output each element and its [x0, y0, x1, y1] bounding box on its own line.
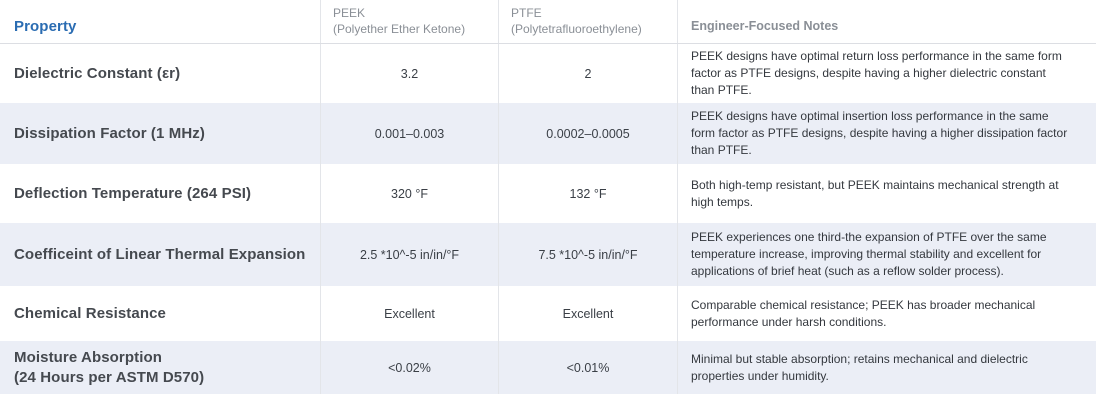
column-header-notes-label: Engineer-Focused Notes	[691, 18, 839, 33]
property-cell: Coefficeint of Linear Thermal Expansion	[14, 245, 306, 263]
property-cell: Dielectric Constant (εr)	[14, 64, 181, 82]
table-row-dielectric-constant: Dielectric Constant (εr) 3.2 2 PEEK desi…	[0, 44, 1096, 103]
table-row-thermal-expansion: Coefficeint of Linear Thermal Expansion …	[0, 223, 1096, 286]
table-row-dissipation-factor: Dissipation Factor (1 MHz) 0.001–0.003 0…	[0, 103, 1096, 164]
notes-cell: Both high-temp resistant, but PEEK maint…	[677, 164, 1096, 223]
peek-value-cell: 320 °F	[320, 164, 498, 223]
column-header-peek-label: PEEK	[333, 5, 366, 20]
notes-cell: PEEK designs have optimal return loss pe…	[677, 44, 1096, 103]
property-cell: Deflection Temperature (264 PSI)	[14, 184, 252, 202]
notes-cell: Comparable chemical resistance; PEEK has…	[677, 286, 1096, 341]
peek-value-cell: 0.001–0.003	[320, 103, 498, 164]
column-header-ptfe: PTFE (Polytetrafluoroethylene)	[498, 0, 677, 43]
notes-cell: PEEK designs have optimal insertion loss…	[677, 103, 1096, 164]
table-row-chemical-resistance: Chemical Resistance Excellent Excellent …	[0, 286, 1096, 341]
ptfe-value-cell: 2	[498, 44, 677, 103]
peek-value-cell: 2.5 *10^-5 in/in/°F	[320, 223, 498, 286]
peek-value-cell: <0.02%	[320, 341, 498, 394]
notes-cell: PEEK experiences one third-the expansion…	[677, 223, 1096, 286]
ptfe-value-cell: Excellent	[498, 286, 677, 341]
column-header-property-label: Property	[14, 17, 77, 35]
column-header-property: Property	[0, 0, 320, 43]
column-header-notes: Engineer-Focused Notes	[677, 0, 1096, 43]
peek-value-cell: 3.2	[320, 44, 498, 103]
property-cell: Dissipation Factor (1 MHz)	[14, 124, 205, 142]
column-header-ptfe-sublabel: (Polytetrafluoroethylene)	[511, 21, 642, 36]
notes-cell: Minimal but stable absorption; retains m…	[677, 341, 1096, 394]
table-header-row: Property PEEK (Polyether Ether Ketone) P…	[0, 0, 1096, 44]
table-row-moisture-absorption: Moisture Absorption (24 Hours per ASTM D…	[0, 341, 1096, 394]
ptfe-value-cell: 7.5 *10^-5 in/in/°F	[498, 223, 677, 286]
table-row-deflection-temperature: Deflection Temperature (264 PSI) 320 °F …	[0, 164, 1096, 223]
column-header-ptfe-label: PTFE	[511, 5, 542, 20]
column-header-peek-sublabel: (Polyether Ether Ketone)	[333, 21, 466, 36]
property-cell: Chemical Resistance	[14, 304, 166, 322]
ptfe-value-cell: 0.0002–0.0005	[498, 103, 677, 164]
column-header-peek: PEEK (Polyether Ether Ketone)	[320, 0, 498, 43]
ptfe-value-cell: 132 °F	[498, 164, 677, 223]
property-cell: Moisture Absorption (24 Hours per ASTM D…	[14, 349, 205, 386]
ptfe-value-cell: <0.01%	[498, 341, 677, 394]
peek-value-cell: Excellent	[320, 286, 498, 341]
